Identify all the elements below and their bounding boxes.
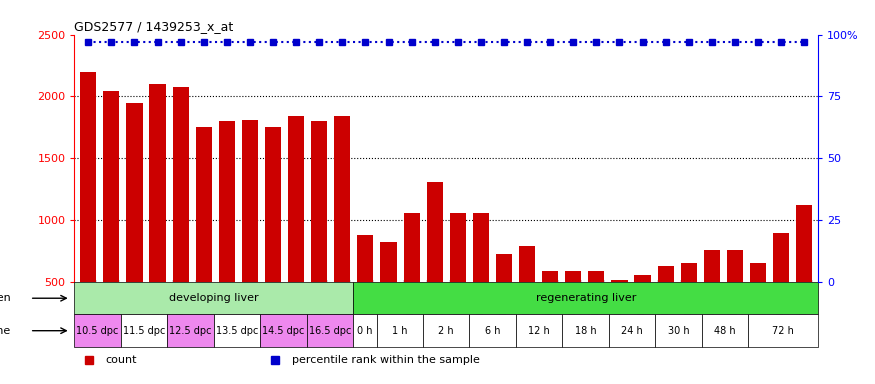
Text: 48 h: 48 h [714, 326, 736, 336]
Bar [748, 314, 818, 347]
Bar [473, 213, 489, 344]
Text: 16.5 dpc: 16.5 dpc [309, 326, 351, 336]
Bar [796, 205, 812, 344]
Bar [702, 314, 748, 347]
Bar [403, 213, 420, 344]
Bar [519, 246, 536, 344]
Bar [265, 127, 281, 344]
Bar [172, 86, 189, 344]
Text: specimen: specimen [0, 293, 11, 303]
Text: 1 h: 1 h [392, 326, 408, 336]
Bar [288, 116, 304, 344]
Bar [150, 84, 165, 344]
Bar [588, 271, 605, 344]
Bar [612, 280, 627, 344]
Bar [427, 182, 443, 344]
Text: 13.5 dpc: 13.5 dpc [216, 326, 258, 336]
Bar [655, 314, 702, 347]
Text: 11.5 dpc: 11.5 dpc [123, 326, 165, 336]
Bar [609, 314, 655, 347]
Bar [307, 314, 354, 347]
Text: 6 h: 6 h [485, 326, 500, 336]
Bar [376, 314, 423, 347]
Text: 2 h: 2 h [438, 326, 454, 336]
Bar [354, 314, 376, 347]
Text: 10.5 dpc: 10.5 dpc [76, 326, 119, 336]
Text: regenerating liver: regenerating liver [536, 293, 636, 303]
Bar [750, 263, 766, 344]
Text: count: count [106, 355, 137, 365]
Bar [126, 103, 143, 344]
Text: 18 h: 18 h [575, 326, 597, 336]
Text: 14.5 dpc: 14.5 dpc [262, 326, 304, 336]
Text: 30 h: 30 h [668, 326, 690, 336]
Bar [470, 314, 516, 347]
Bar [516, 314, 563, 347]
Text: 24 h: 24 h [621, 326, 643, 336]
Text: 0 h: 0 h [357, 326, 373, 336]
Text: developing liver: developing liver [169, 293, 259, 303]
Bar [565, 271, 581, 344]
Bar [80, 72, 96, 344]
Bar [312, 121, 327, 344]
Bar [774, 232, 789, 344]
Bar [381, 242, 396, 344]
Text: 12 h: 12 h [528, 326, 550, 336]
Bar [242, 120, 258, 344]
Bar [563, 314, 609, 347]
Text: time: time [0, 326, 11, 336]
Bar [450, 213, 466, 344]
Text: 12.5 dpc: 12.5 dpc [170, 326, 212, 336]
Bar [727, 250, 743, 344]
Bar [423, 314, 470, 347]
Bar [219, 121, 234, 344]
Bar [704, 250, 720, 344]
Text: percentile rank within the sample: percentile rank within the sample [291, 355, 480, 365]
Bar [681, 263, 696, 344]
Bar [214, 314, 261, 347]
Text: GDS2577 / 1439253_x_at: GDS2577 / 1439253_x_at [74, 20, 234, 33]
Bar [634, 275, 651, 344]
Bar [121, 314, 167, 347]
Bar [196, 127, 212, 344]
Bar [542, 271, 558, 344]
Bar [658, 266, 674, 344]
Text: 72 h: 72 h [773, 326, 794, 336]
Bar [496, 253, 512, 344]
Bar [334, 116, 350, 344]
Bar [357, 235, 374, 344]
Bar [167, 314, 214, 347]
Bar [261, 314, 307, 347]
Bar [74, 282, 354, 314]
Bar [103, 91, 119, 344]
Bar [354, 282, 818, 314]
Bar [74, 314, 121, 347]
